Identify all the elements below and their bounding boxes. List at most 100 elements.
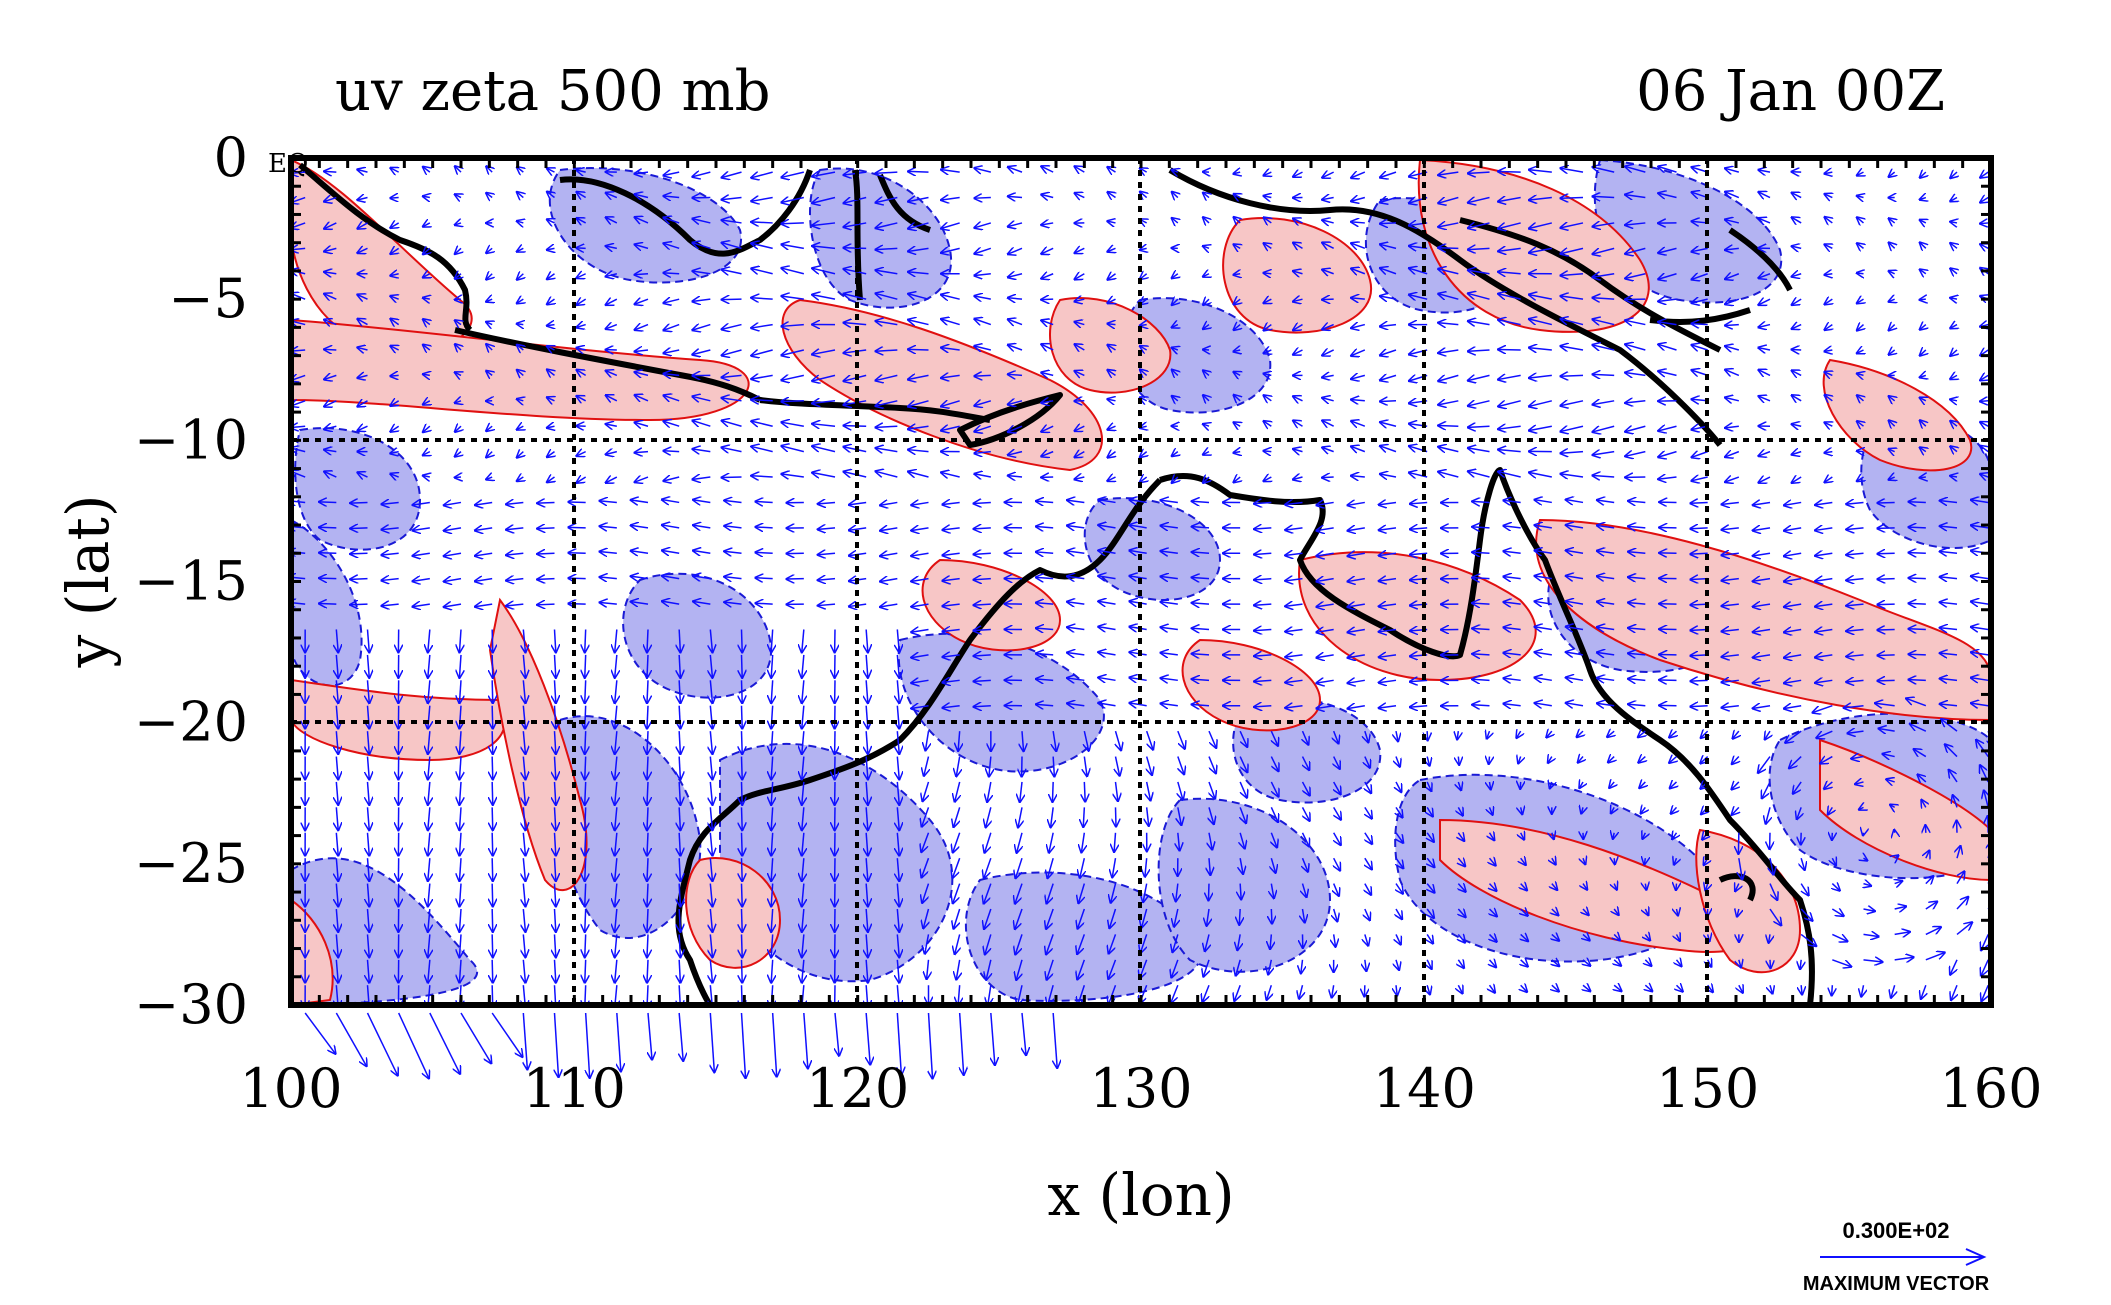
wind-vector-arrow — [517, 167, 523, 172]
wind-vector-arrow — [912, 502, 929, 505]
wind-vector-arrow — [455, 299, 461, 300]
wind-vector-arrow — [909, 472, 929, 477]
wind-vector-arrow — [555, 934, 556, 956]
wind-vector-arrow — [635, 245, 649, 249]
wind-vector-arrow — [710, 934, 712, 956]
wind-vector-arrow — [336, 832, 338, 855]
wind-vector-arrow — [679, 959, 680, 982]
new-guinea-coast — [1168, 167, 1723, 447]
wind-vector-arrow — [1878, 629, 1895, 630]
wind-vector-arrow — [555, 629, 556, 651]
wind-vector-arrow — [1800, 959, 1801, 969]
wind-vector-arrow — [523, 883, 525, 906]
wind-vector-arrow — [710, 629, 712, 651]
wind-vector-arrow — [413, 579, 430, 582]
wind-vector-arrow — [897, 680, 899, 702]
wind-vector-arrow — [664, 196, 680, 198]
wind-vector-arrow — [866, 781, 868, 804]
wind-vector-arrow — [428, 832, 430, 855]
wind-vector-arrow — [1068, 551, 1085, 553]
wind-vector-arrow — [1047, 959, 1054, 979]
wind-vector-arrow — [1008, 426, 1023, 432]
wind-vector-arrow — [615, 908, 617, 931]
wind-vector-arrow — [1075, 167, 1085, 172]
wind-vector-arrow — [1084, 730, 1088, 750]
wind-vector-arrow — [1108, 477, 1116, 481]
wind-vector-arrow — [423, 426, 430, 432]
wind-vector-arrow — [876, 401, 898, 406]
wind-vector-arrow — [351, 528, 368, 529]
wind-vector-arrow — [662, 500, 680, 503]
wind-vector-arrow — [647, 858, 648, 880]
wind-vector-arrow — [923, 908, 928, 928]
wind-vector-arrow — [325, 294, 337, 299]
wind-vector-arrow — [802, 705, 804, 728]
wind-vector-arrow — [547, 220, 554, 223]
wind-vector-arrow — [555, 959, 556, 982]
overflow-vector-arrow — [397, 1012, 429, 1078]
valid-time-title: 06 Jan 00Z — [1636, 59, 1945, 124]
wind-vector-arrow — [1036, 527, 1054, 528]
overflow-vector-arrow — [960, 1012, 964, 1074]
wind-vector-arrow — [455, 274, 461, 279]
wind-vector-arrow — [818, 553, 836, 554]
wind-vector-arrow — [897, 756, 899, 779]
wind-vector-arrow — [1909, 527, 1926, 528]
wind-vector-arrow — [897, 781, 899, 804]
wind-vector-arrow — [325, 171, 337, 172]
wind-vector-arrow — [752, 375, 773, 379]
wind-vector-arrow — [1068, 602, 1085, 604]
wind-vector-arrow — [679, 654, 680, 677]
wind-vector-arrow — [1018, 985, 1022, 1005]
wind-vector-arrow — [547, 477, 554, 482]
wind-vector-arrow — [1644, 858, 1645, 864]
wind-vector-arrow — [1017, 832, 1022, 853]
wind-vector-arrow — [876, 248, 898, 249]
wind-vector-arrow — [428, 858, 430, 880]
wind-vector-arrow — [974, 680, 991, 681]
wind-vector-arrow — [555, 807, 556, 829]
wind-vector-arrow — [1008, 274, 1023, 277]
wind-vector-arrow — [742, 934, 743, 956]
wind-vector-arrow — [517, 452, 523, 458]
wind-vector-arrow — [1116, 781, 1118, 801]
wind-vector-arrow — [802, 908, 804, 931]
wind-vector-arrow — [710, 858, 712, 880]
wind-vector-arrow — [336, 807, 338, 829]
wind-vector-arrow — [693, 271, 711, 274]
wind-vector-arrow — [391, 319, 399, 325]
wind-vector-arrow — [866, 807, 868, 829]
wind-vector-arrow — [555, 731, 556, 753]
wind-vector-arrow — [1473, 603, 1490, 604]
java-coast — [454, 327, 762, 403]
wind-vector-arrow — [987, 781, 991, 802]
wind-vector-arrow — [752, 298, 773, 299]
wind-vector-arrow — [647, 883, 648, 906]
wind-vector-arrow — [1380, 401, 1397, 402]
wind-vector-arrow — [844, 248, 867, 249]
wind-vector-arrow — [517, 248, 523, 251]
wind-vector-arrow — [635, 477, 649, 482]
wind-vector-arrow — [320, 502, 337, 503]
wind-vector-arrow — [1008, 476, 1023, 477]
wind-vector-arrow — [725, 577, 742, 579]
wind-vector-arrow — [1109, 984, 1117, 1004]
wind-vector-arrow — [1676, 884, 1677, 890]
wind-vector-arrow — [742, 883, 743, 906]
wind-vector-arrow — [909, 375, 929, 379]
wind-vector-arrow — [600, 552, 617, 554]
wind-vector-arrow — [984, 857, 992, 878]
x-axis-tick-labels: 100 110 120 130 140 150 160 — [239, 1057, 2042, 1120]
wind-vector-arrow — [802, 756, 804, 779]
wind-vector-arrow — [1052, 781, 1053, 801]
wind-vector-arrow — [693, 421, 711, 426]
wind-vector-arrow — [320, 553, 337, 554]
wind-vector-arrow — [975, 401, 992, 406]
wind-vector-arrow — [1075, 452, 1085, 457]
wind-vector-arrow — [635, 172, 649, 174]
wind-vector-arrow — [1981, 223, 1989, 224]
wind-vector-arrow — [876, 223, 898, 228]
wind-vector-arrow — [368, 807, 370, 829]
wind-vector-arrow — [813, 223, 836, 226]
wind-vector-arrow — [428, 629, 430, 651]
